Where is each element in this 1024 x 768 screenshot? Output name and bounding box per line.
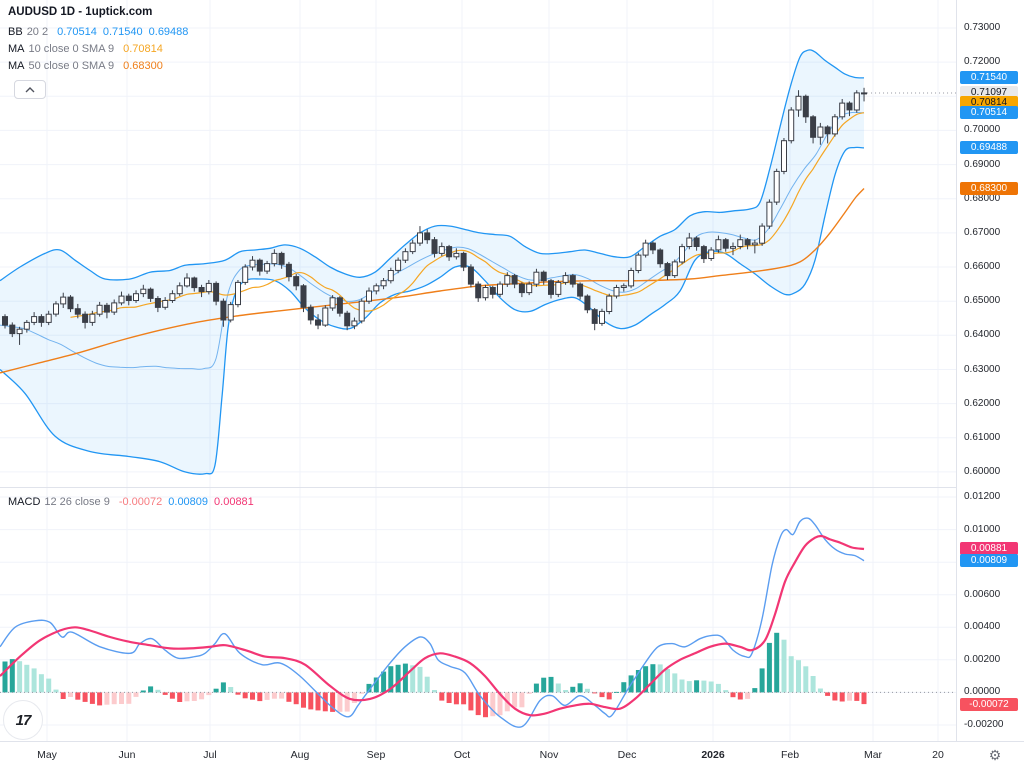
price-tick-label: 0.65000	[964, 295, 1001, 307]
chart-plot-area[interactable]	[0, 0, 956, 741]
bb-upper-value: 0.71540	[102, 26, 143, 38]
macd-tick-label: 0.00600	[964, 588, 1001, 600]
price-tick-label: 0.67000	[964, 226, 1001, 238]
time-label-sep[interactable]: Sep	[366, 749, 386, 761]
time-label-jun[interactable]: Jun	[118, 749, 136, 761]
macd-tick-label: 0.00200	[964, 653, 1001, 665]
ma10-label: MA	[8, 43, 25, 55]
settings-gear-icon[interactable]: ⚙	[988, 747, 1002, 763]
macd-legend[interactable]: MACD 12 26 close 9 -0.00072 0.00809 0.00881	[8, 496, 254, 508]
macd-line-badge: 0.00809	[960, 554, 1018, 568]
macd-label: MACD	[8, 496, 41, 508]
time-label-nov[interactable]: Nov	[539, 749, 559, 761]
price-tick-label: 0.68000	[964, 192, 1001, 204]
time-label-dec[interactable]: Dec	[617, 749, 637, 761]
time-label-20[interactable]: 20	[932, 749, 944, 761]
price-tick-label: 0.69000	[964, 158, 1001, 170]
price-axis[interactable]: 0.73000 0.72000 0.70000 0.69000 0.68000 0.670…	[956, 0, 1024, 741]
price-tick-label: 0.62000	[964, 397, 1001, 409]
collapse-indicators-button[interactable]	[14, 80, 46, 99]
ma50-params: 50 close 0 SMA 9	[28, 60, 115, 72]
macd-histogram	[2, 632, 867, 718]
macd-tick-label: 0.00000	[964, 686, 1001, 698]
bb-basis-badge: 0.70514	[960, 106, 1018, 120]
ma10-value: 0.70814	[123, 43, 163, 55]
bb-basis-value: 0.70514	[57, 26, 97, 38]
macd-tick-label: 0.01000	[964, 523, 1001, 535]
price-tick-label: 0.72000	[964, 56, 1001, 68]
macd-line-value: 0.00809	[168, 496, 209, 508]
bb-params: 20 2	[26, 26, 49, 38]
time-label-jul[interactable]: Jul	[203, 749, 217, 761]
pane-divider[interactable]	[0, 487, 1024, 488]
time-label-may[interactable]: May	[37, 749, 57, 761]
legend-row-ma10[interactable]: MA 10 close 0 SMA 9 0.70814	[8, 41, 188, 58]
main-legend: AUDUSD 1D - 1uptick.com BB 20 2 0.70514 0.7…	[8, 4, 188, 75]
price-tick-label: 0.60000	[964, 465, 1001, 477]
time-label-oct[interactable]: Oct	[453, 749, 471, 761]
price-tick-label: 0.66000	[964, 261, 1001, 273]
macd-hist-badge: -0.00072	[960, 697, 1018, 711]
ma50-badge: 0.68300	[960, 182, 1018, 195]
time-label-2026[interactable]: 2026	[701, 749, 725, 761]
macd-tick-label: -0.00200	[964, 718, 1004, 730]
price-tick-label: 0.70000	[964, 124, 1001, 136]
price-tick-label: 0.63000	[964, 363, 1001, 375]
ma10-badge: 0.70814	[960, 96, 1018, 110]
macd-params: 12 26 close 9	[44, 496, 110, 508]
bb-label: BB	[8, 26, 23, 38]
ma50-label: MA	[8, 60, 25, 72]
ma10-line	[70, 112, 865, 318]
macd-hist-value: -0.00072	[118, 496, 163, 508]
macd-line	[0, 517, 865, 728]
bb-lower-value: 0.69488	[148, 26, 189, 38]
price-tick-label: 0.73000	[964, 22, 1001, 33]
chevron-up-icon	[25, 86, 35, 92]
legend-row-bb[interactable]: BB 20 2 0.70514 0.71540 0.69488	[8, 24, 188, 41]
symbol-title: AUDUSD 1D - 1uptick.com	[8, 6, 153, 18]
tradingview-logo[interactable]: 17	[3, 700, 43, 740]
macd-signal-value: 0.00881	[214, 496, 254, 508]
ma50-value: 0.68300	[123, 60, 163, 72]
macd-signal-line	[0, 534, 865, 717]
bb-upper-badge: 0.71540	[960, 71, 1018, 85]
time-axis[interactable]: May Jun Jul Aug Sep Oct Nov Dec 2026 Feb Mar 20	[0, 741, 1024, 768]
price-tick-label: 0.64000	[964, 329, 1001, 341]
price-tick-label: 0.61000	[964, 431, 1001, 443]
ma10-params: 10 close 0 SMA 9	[28, 43, 115, 55]
time-label-mar[interactable]: Mar	[863, 749, 883, 761]
macd-tick-label: 0.01200	[964, 491, 1001, 503]
time-label-aug[interactable]: Aug	[290, 749, 310, 761]
legend-row-ma50[interactable]: MA 50 close 0 SMA 9 0.68300	[8, 58, 188, 75]
candlesticks	[2, 87, 867, 345]
bb-basis-line	[0, 111, 865, 370]
ma50-line	[0, 188, 865, 374]
bb-lower-badge: 0.69488	[960, 141, 1018, 155]
macd-tick-label: 0.00400	[964, 621, 1001, 633]
time-label-feb[interactable]: Feb	[780, 749, 800, 761]
macd-signal-badge: 0.00881	[960, 542, 1018, 556]
